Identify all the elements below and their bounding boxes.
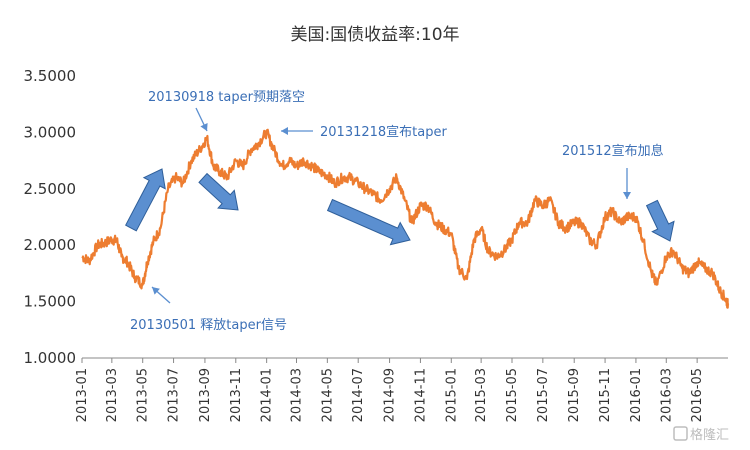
x-tick-label: 2015-11 <box>598 368 613 422</box>
y-tick-label: 1.0000 <box>24 349 77 367</box>
watermark-logo-icon <box>673 426 688 441</box>
x-tick-label: 2013-03 <box>105 368 120 422</box>
watermark: 格隆汇 <box>673 426 729 443</box>
y-tick-label: 3.5000 <box>24 67 77 85</box>
x-tick-label: 2014-11 <box>413 368 428 422</box>
x-tick-label: 2016-01 <box>629 368 644 422</box>
x-axis: 2013-01 2013-03 2013-05 2013-07 2013-09 2013-… <box>75 357 728 422</box>
x-tick-label: 2014-05 <box>320 368 335 422</box>
y-tick-label: 3.0000 <box>24 123 77 141</box>
x-tick-label: 2015-07 <box>536 368 551 422</box>
pointer-taper-miss <box>195 107 208 132</box>
x-tick-label: 2013-09 <box>198 368 213 422</box>
chart-title: 美国:国债收益率:10年 <box>290 25 459 45</box>
y-tick-label: 2.5000 <box>24 180 77 198</box>
trend-arrow-down-3 <box>645 199 675 242</box>
x-tick-label: 2015-05 <box>505 368 520 422</box>
y-tick-label: 1.5000 <box>24 293 77 311</box>
x-tick-label: 2013-01 <box>75 368 90 422</box>
x-tick-label: 2014-09 <box>383 368 398 422</box>
x-tick-label: 2015-09 <box>567 368 582 422</box>
trend-arrow-down-1 <box>198 172 239 211</box>
trend-arrow-down-2 <box>326 198 411 246</box>
annotation-taper-announce: 20131218宣布taper <box>320 124 447 140</box>
annotation-rate-hike: 201512宣布加息 <box>562 143 664 159</box>
x-tick-label: 2016-05 <box>690 368 705 422</box>
x-tick-label: 2013-07 <box>167 368 182 422</box>
trend-arrow-up <box>125 168 166 232</box>
watermark-text: 格隆汇 <box>690 427 729 443</box>
pointer-taper-signal <box>151 286 171 304</box>
x-tick-label: 2013-11 <box>229 368 244 422</box>
pointer-taper-announce <box>281 127 313 135</box>
trend-arrows <box>125 168 675 246</box>
x-tick-label: 2014-01 <box>260 368 275 422</box>
x-tick-label: 2014-07 <box>351 368 366 422</box>
x-tick-label: 2014-03 <box>289 368 304 422</box>
y-tick-label: 2.0000 <box>24 236 77 254</box>
pointer-rate-hike <box>623 168 631 199</box>
annotation-taper-signal: 20130501 释放taper信号 <box>130 318 287 333</box>
x-tick-label: 2013-05 <box>136 368 151 422</box>
yield-line <box>81 128 730 309</box>
y-axis-ticks: 1.0000 1.5000 2.0000 2.5000 3.0000 3.5000 <box>24 67 77 367</box>
x-tick-label: 2016-03 <box>659 368 674 422</box>
annotation-pointers <box>151 107 631 304</box>
x-tick-label: 2015-01 <box>444 368 459 422</box>
x-tick-label: 2015-03 <box>474 368 489 422</box>
annotation-taper-miss: 20130918 taper预期落空 <box>148 90 305 105</box>
annotations: 20130918 taper预期落空 20131218宣布taper 20130… <box>130 90 664 333</box>
